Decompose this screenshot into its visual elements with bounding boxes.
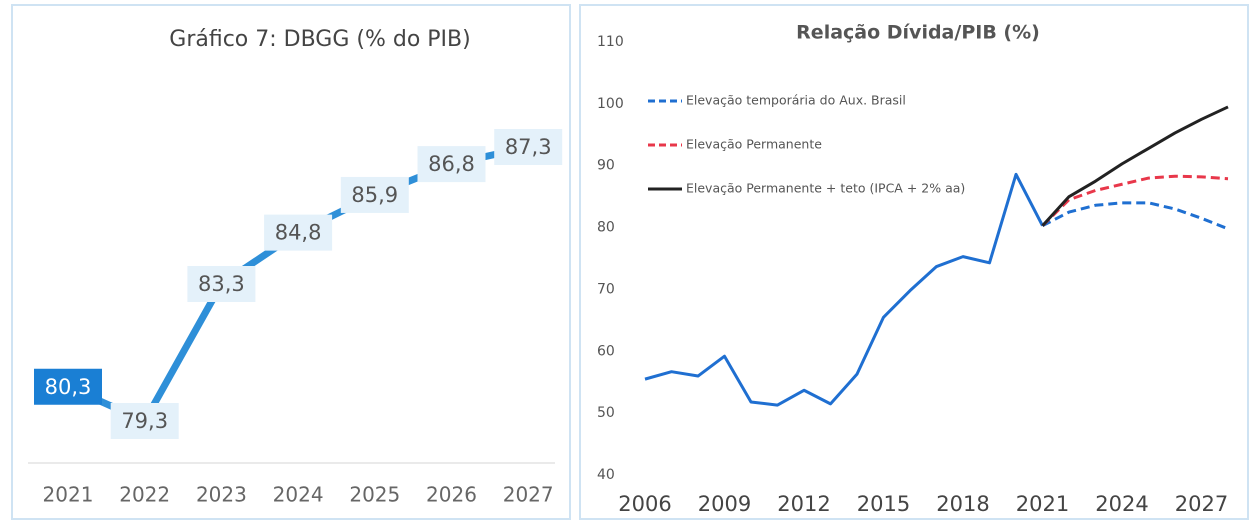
- chart-title: Gráfico 7: DBGG (% do PIB): [169, 27, 470, 52]
- label-box: [340, 176, 409, 213]
- x-tick-label: 2021: [1016, 492, 1069, 516]
- x-tick-label: 2015: [857, 492, 910, 516]
- series-line: [1041, 201, 1229, 231]
- legend-label: Elevação Permanente + teto (IPCA + 2% aa…: [686, 181, 965, 196]
- series-line: [644, 172, 1044, 407]
- series-line: [1041, 174, 1229, 227]
- value-label: 87,3: [505, 135, 552, 159]
- label-box: [187, 266, 256, 302]
- label-box: [417, 146, 486, 183]
- x-tick-label: 2027: [1175, 492, 1228, 516]
- y-tick-label: 60: [597, 343, 615, 359]
- value-label: 85,9: [351, 183, 398, 207]
- y-tick-label: 50: [597, 405, 615, 421]
- x-tick-label: 2027: [503, 483, 554, 507]
- label-box: [34, 368, 102, 405]
- x-tick-label: 2025: [349, 483, 400, 507]
- x-tick-label: 2024: [273, 483, 324, 507]
- x-tick-label: 2023: [196, 483, 247, 507]
- y-tick-label: 90: [597, 158, 615, 174]
- x-tick-label: 2009: [698, 492, 751, 516]
- y-tick-label: 80: [597, 220, 615, 236]
- x-tick-label: 2012: [777, 492, 830, 516]
- x-tick-label: 2018: [936, 492, 989, 516]
- legend-label: Elevação temporária do Aux. Brasil: [686, 93, 906, 108]
- y-tick-label: 110: [597, 34, 624, 50]
- series-line: [1041, 105, 1229, 227]
- panel-left: [11, 4, 571, 520]
- y-tick-label: 100: [597, 96, 624, 112]
- label-box: [110, 403, 179, 439]
- value-label: 84,8: [275, 221, 322, 245]
- value-label: 83,3: [198, 272, 245, 296]
- value-label: 80,3: [45, 375, 92, 399]
- y-tick-label: 70: [597, 281, 615, 297]
- value-label: 86,8: [428, 152, 475, 176]
- x-tick-label: 2006: [618, 492, 671, 516]
- panel-right: [579, 4, 1249, 520]
- x-tick-label: 2026: [426, 483, 477, 507]
- y-tick-label: 40: [597, 467, 615, 483]
- x-tick-label: 2021: [43, 483, 94, 507]
- x-tick-label: 2022: [119, 483, 170, 507]
- label-box: [494, 129, 563, 165]
- value-label: 79,3: [121, 409, 168, 433]
- x-tick-label: 2024: [1095, 492, 1148, 516]
- chart-title: Relação Dívida/PIB (%): [796, 22, 1040, 44]
- label-box: [264, 214, 333, 251]
- legend-label: Elevação Permanente: [686, 137, 822, 152]
